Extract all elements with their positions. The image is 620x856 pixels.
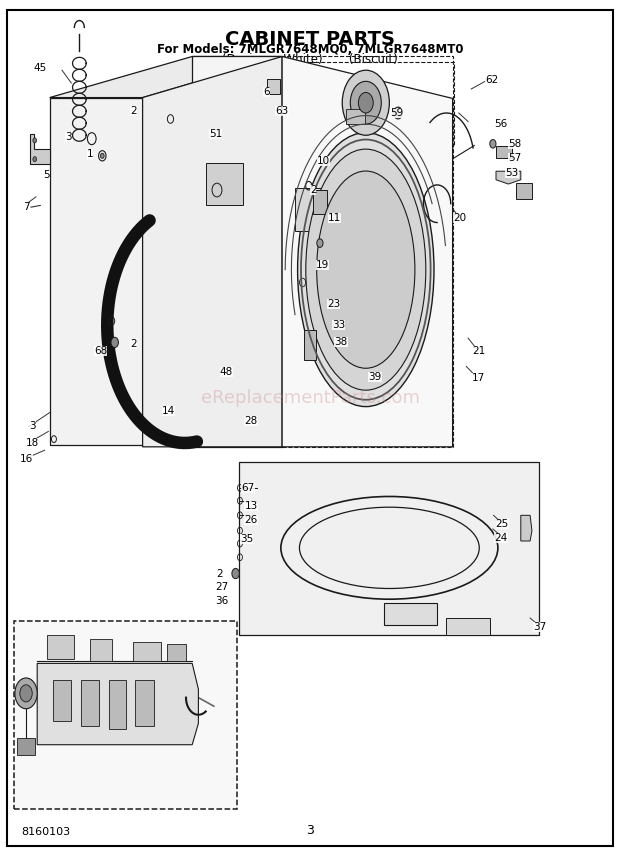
Text: (Designer White)       (Biscuit): (Designer White) (Biscuit) xyxy=(222,53,398,66)
Text: 11: 11 xyxy=(328,213,342,223)
Text: 8160103: 8160103 xyxy=(22,827,71,837)
Text: 25: 25 xyxy=(495,519,509,529)
Text: 58: 58 xyxy=(508,139,521,149)
Text: 13: 13 xyxy=(244,501,258,511)
Circle shape xyxy=(33,157,37,162)
Ellipse shape xyxy=(317,171,415,368)
Text: 27: 27 xyxy=(215,582,229,592)
Bar xyxy=(14,621,237,809)
Bar xyxy=(496,146,511,158)
Polygon shape xyxy=(30,134,50,164)
Circle shape xyxy=(317,239,323,247)
Polygon shape xyxy=(37,663,198,745)
Polygon shape xyxy=(282,56,453,447)
Bar xyxy=(17,738,35,755)
Polygon shape xyxy=(50,98,143,445)
Text: 59: 59 xyxy=(390,108,404,118)
Bar xyxy=(133,642,161,661)
Circle shape xyxy=(232,568,239,579)
Bar xyxy=(46,635,74,659)
Bar xyxy=(304,330,316,360)
Text: 18: 18 xyxy=(25,437,39,448)
Bar xyxy=(446,618,490,635)
Text: 6: 6 xyxy=(264,87,270,98)
Text: 5: 5 xyxy=(43,169,50,180)
Text: 2: 2 xyxy=(216,568,223,579)
Text: CABINET PARTS: CABINET PARTS xyxy=(225,30,395,49)
Text: 48: 48 xyxy=(219,367,233,377)
Polygon shape xyxy=(192,56,282,447)
Text: 2: 2 xyxy=(130,106,136,116)
Ellipse shape xyxy=(298,133,434,407)
Circle shape xyxy=(358,92,373,113)
Text: 14: 14 xyxy=(162,406,175,416)
Text: 53: 53 xyxy=(505,168,519,178)
Polygon shape xyxy=(496,171,521,184)
Bar xyxy=(81,680,99,726)
Text: 24: 24 xyxy=(494,532,508,543)
Text: 19: 19 xyxy=(316,260,329,270)
Circle shape xyxy=(111,337,118,348)
Polygon shape xyxy=(143,56,282,447)
Text: 38: 38 xyxy=(334,337,348,348)
Circle shape xyxy=(20,685,32,702)
Text: 33: 33 xyxy=(332,320,345,330)
Text: 23: 23 xyxy=(327,299,340,309)
Bar xyxy=(108,680,126,729)
Text: 63: 63 xyxy=(275,106,289,116)
Bar xyxy=(308,62,454,146)
Bar xyxy=(384,603,437,625)
Text: 57: 57 xyxy=(508,153,521,163)
Text: 21: 21 xyxy=(472,346,485,356)
Text: 45: 45 xyxy=(33,63,47,74)
Bar xyxy=(516,183,532,199)
Text: 7: 7 xyxy=(24,202,30,212)
Text: 51: 51 xyxy=(209,129,223,140)
Text: 56: 56 xyxy=(494,119,508,129)
Bar xyxy=(346,109,365,124)
Text: 28: 28 xyxy=(244,416,258,426)
Bar xyxy=(135,680,154,726)
Circle shape xyxy=(350,81,381,124)
Text: 68: 68 xyxy=(94,346,107,356)
Bar xyxy=(167,644,186,661)
Circle shape xyxy=(15,678,37,709)
Text: 2: 2 xyxy=(310,185,316,195)
Text: 20: 20 xyxy=(453,213,467,223)
Bar xyxy=(267,79,280,94)
Text: 2: 2 xyxy=(130,339,136,349)
Text: 37: 37 xyxy=(533,621,546,632)
Circle shape xyxy=(490,140,496,148)
Text: For Models: 7MLGR7648MQ0, 7MLGR7648MT0: For Models: 7MLGR7648MQ0, 7MLGR7648MT0 xyxy=(157,43,463,56)
Text: 10: 10 xyxy=(317,156,330,166)
Bar xyxy=(53,680,71,721)
Bar xyxy=(294,188,366,231)
Circle shape xyxy=(100,153,104,158)
Text: eReplacementParts.com: eReplacementParts.com xyxy=(200,389,420,407)
Bar xyxy=(90,639,112,661)
Circle shape xyxy=(394,107,402,119)
Text: 3: 3 xyxy=(306,824,314,837)
Text: 36: 36 xyxy=(215,596,229,606)
Circle shape xyxy=(342,70,389,135)
Text: 67: 67 xyxy=(241,483,255,493)
Text: 62: 62 xyxy=(485,75,498,86)
Text: 16: 16 xyxy=(20,454,33,464)
Polygon shape xyxy=(521,515,532,541)
Text: 3: 3 xyxy=(65,132,71,142)
Bar xyxy=(282,56,453,447)
Text: 17: 17 xyxy=(472,373,485,383)
Text: 1: 1 xyxy=(87,149,93,159)
Bar xyxy=(313,190,327,214)
Text: 3: 3 xyxy=(29,421,35,431)
Polygon shape xyxy=(239,462,539,635)
Polygon shape xyxy=(446,623,490,630)
Text: 35: 35 xyxy=(240,534,254,544)
Polygon shape xyxy=(50,56,282,98)
Circle shape xyxy=(33,138,37,143)
Text: 39: 39 xyxy=(368,372,382,382)
Text: 26: 26 xyxy=(244,514,258,525)
Ellipse shape xyxy=(306,149,426,390)
Bar xyxy=(206,163,243,205)
